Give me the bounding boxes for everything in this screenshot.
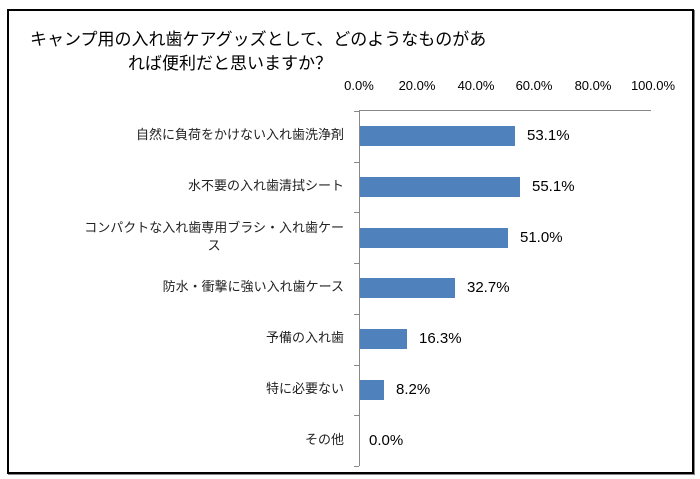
- y-tick: [354, 111, 359, 112]
- bar: [360, 126, 515, 146]
- category-label-line: 予備の入れ歯: [265, 331, 344, 346]
- category-label: その他: [305, 432, 344, 450]
- y-tick: [354, 314, 359, 315]
- category-label: コンパクトな入れ歯専用ブラシ・入れ歯ケース: [84, 220, 344, 256]
- x-tick-label: 40.0%: [457, 78, 495, 93]
- category-label-line: コンパクトな入れ歯専用ブラシ・入れ歯ケー: [84, 221, 344, 236]
- x-tick-label: 0.0%: [344, 78, 374, 93]
- y-axis-line: [359, 111, 360, 466]
- category-label: 特に必要ない: [266, 381, 344, 399]
- category-label-line: 特に必要ない: [265, 382, 344, 397]
- y-tick: [354, 162, 359, 163]
- x-tick-label: 20.0%: [398, 78, 436, 93]
- data-label: 53.1%: [527, 127, 570, 144]
- category-label: 自然に負荷をかけない入れ歯洗浄剤: [136, 127, 344, 145]
- chart-title-line-2: れば便利だと思いますか？: [128, 54, 332, 74]
- x-tick-label: 100.0%: [630, 78, 676, 93]
- category-label-line: その他: [304, 433, 344, 448]
- bar: [360, 177, 520, 197]
- category-label-line: ス: [207, 239, 221, 254]
- y-tick: [354, 365, 359, 366]
- chart-title-line-1: キャンプ用の入れ歯ケアグッズとして、どのようなものがあ: [30, 30, 487, 50]
- bar: [360, 228, 508, 248]
- category-label-line: 防水・衝撃に強い入れ歯ケース: [162, 280, 344, 295]
- data-label: 8.2%: [396, 381, 431, 398]
- data-label: 51.0%: [520, 229, 563, 246]
- category-label-line: 水不要の入れ歯清拭シート: [187, 179, 344, 194]
- bar: [360, 329, 407, 349]
- x-axis-line: [359, 110, 651, 111]
- y-tick: [354, 415, 359, 416]
- chart-frame: [7, 9, 694, 474]
- category-label: 水不要の入れ歯清拭シート: [188, 178, 344, 196]
- x-tick-label: 80.0%: [574, 78, 612, 93]
- x-tick-label: 60.0%: [515, 78, 553, 93]
- y-tick: [354, 466, 359, 467]
- y-tick: [354, 263, 359, 264]
- data-label: 55.1%: [532, 178, 575, 195]
- data-label: 32.7%: [467, 279, 510, 296]
- bar: [360, 278, 455, 298]
- data-label: 0.0%: [369, 432, 404, 449]
- y-tick: [354, 212, 359, 213]
- category-label: 防水・衝撃に強い入れ歯ケース: [163, 279, 344, 297]
- category-label: 予備の入れ歯: [266, 330, 344, 348]
- x-axis-tick-labels: 0.0% 20.0% 40.0% 60.0% 80.0% 100.0%: [0, 78, 700, 96]
- data-label: 16.3%: [419, 330, 462, 347]
- category-label-line: 自然に負荷をかけない入れ歯洗浄剤: [135, 128, 344, 143]
- bar: [360, 380, 384, 400]
